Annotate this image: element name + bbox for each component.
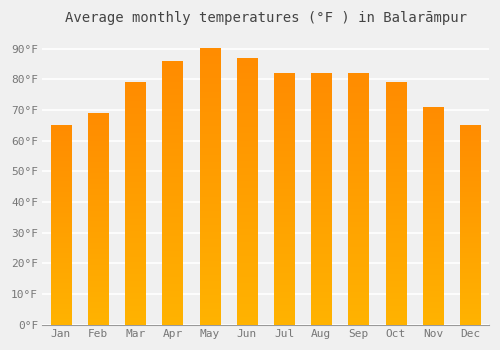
Title: Average monthly temperatures (°F ) in Balarāmpur: Average monthly temperatures (°F ) in Ba… — [64, 11, 466, 25]
